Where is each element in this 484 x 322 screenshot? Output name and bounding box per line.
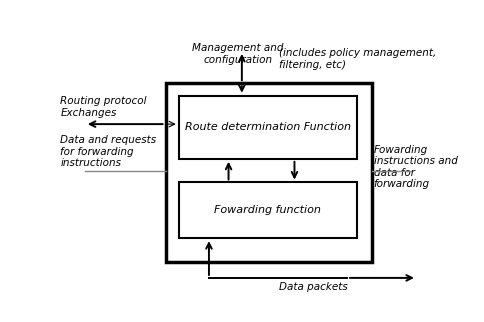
Bar	[179, 183, 357, 238]
Text: Data and requests
for forwarding
instructions: Data and requests for forwarding instruc…	[60, 135, 157, 168]
Text: Routing protocol
Exchanges: Routing protocol Exchanges	[60, 96, 147, 118]
Text: Fowarding function: Fowarding function	[214, 205, 321, 215]
Text: Management and
configuration: Management and configuration	[192, 43, 284, 65]
Text: Data packets: Data packets	[278, 282, 348, 292]
Text: Route determination Function: Route determination Function	[185, 122, 351, 132]
Bar	[166, 83, 372, 262]
Bar	[179, 96, 357, 159]
Text: (includes policy management,
filtering, etc): (includes policy management, filtering, …	[279, 48, 436, 70]
Text: Fowarding
instructions and
data for
forwarding: Fowarding instructions and data for forw…	[374, 145, 457, 189]
